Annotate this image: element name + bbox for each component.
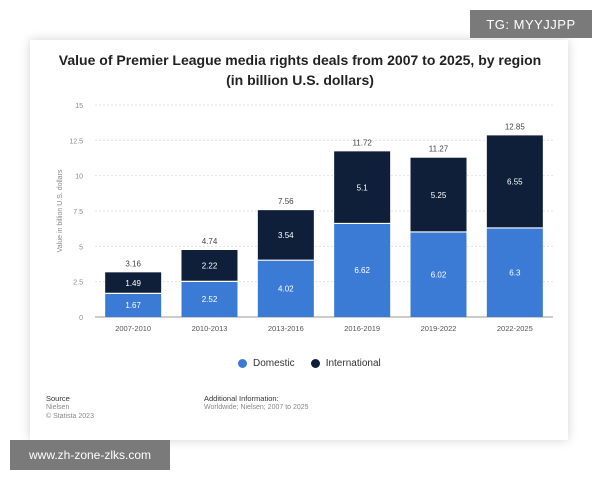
- legend-item-international[interactable]: International: [310, 358, 381, 369]
- data-label-international: 6.55: [507, 178, 523, 187]
- data-label-international: 1.49: [125, 279, 141, 288]
- x-tick-label: 2010-2013: [192, 324, 228, 333]
- y-tick-label: 7.5: [73, 209, 83, 216]
- data-label-total: 7.56: [278, 197, 294, 206]
- data-label-total: 4.74: [202, 237, 218, 246]
- data-label-total: 3.16: [125, 259, 141, 268]
- data-label-total: 12.85: [505, 122, 526, 131]
- y-tick-label: 5: [79, 244, 83, 251]
- x-tick-label: 2013-2016: [268, 324, 304, 333]
- bar-domestic: [105, 293, 162, 317]
- data-label-total: 11.72: [352, 138, 372, 147]
- data-label-international: 5.1: [357, 183, 369, 192]
- x-tick-label: 2022-2025: [497, 324, 533, 333]
- chart-title: Value of Premier League media rights dea…: [58, 52, 542, 88]
- x-tick-label: 2007-2010: [115, 324, 151, 333]
- bar-domestic: [410, 231, 467, 317]
- copyright-link[interactable]: © Statista 2023: [46, 413, 94, 420]
- x-tick-label: 2016-2019: [344, 324, 380, 333]
- bar-international: [105, 272, 162, 294]
- source-name: Nielsen: [46, 404, 70, 411]
- source-label: Source: [46, 394, 70, 403]
- additional-info-label: Additional Information:: [204, 394, 279, 403]
- y-tick-label: 15: [75, 103, 83, 110]
- data-label-international: 2.22: [202, 262, 218, 271]
- legend-marker-international: [310, 359, 320, 368]
- source-block: Source Nielsen © Statista 2023: [46, 394, 94, 421]
- bar-international: [334, 151, 391, 224]
- legend-label-international: International: [325, 358, 381, 369]
- bar-international: [181, 250, 238, 282]
- data-label-total: 11.27: [429, 145, 449, 154]
- data-label-domestic: 2.52: [202, 295, 218, 304]
- data-label-domestic: 1.67: [125, 301, 141, 310]
- y-tick-label: 10: [75, 174, 83, 181]
- legend-item-domestic[interactable]: Domestic: [238, 358, 295, 369]
- data-label-international: 5.25: [431, 191, 447, 200]
- watermark-telegram-banner: TG: MYYJJPP: [470, 10, 592, 38]
- data-label-domestic: 6.3: [509, 268, 521, 277]
- bar-domestic: [181, 281, 238, 317]
- data-label-domestic: 4.02: [278, 285, 294, 294]
- bar-international: [486, 135, 543, 228]
- y-tick-label: 0: [79, 315, 83, 322]
- data-label-international: 3.54: [278, 231, 294, 240]
- bar-domestic: [257, 260, 314, 317]
- additional-info-block: Additional Information: Worldwide; Niels…: [204, 394, 309, 412]
- watermark-url-banner: www.zh-zone-zlks.com: [10, 440, 170, 470]
- additional-info-text: Worldwide; Nielsen; 2007 to 2025: [204, 404, 309, 411]
- bar-international: [257, 210, 314, 261]
- bar-domestic: [486, 227, 543, 317]
- data-label-domestic: 6.62: [354, 266, 370, 275]
- bar-international: [410, 157, 467, 232]
- y-tick-label: 12.5: [69, 138, 83, 145]
- y-axis-label: Value in billion U.S. dollars: [57, 169, 64, 252]
- chart-legend: Domestic International: [238, 358, 397, 369]
- x-tick-label: 2019-2022: [421, 324, 457, 333]
- data-label-domestic: 6.02: [431, 270, 447, 279]
- legend-label-domestic: Domestic: [253, 358, 295, 369]
- y-tick-label: 2.5: [73, 280, 83, 287]
- legend-marker-domestic: [238, 359, 247, 368]
- bar-domestic: [334, 223, 391, 317]
